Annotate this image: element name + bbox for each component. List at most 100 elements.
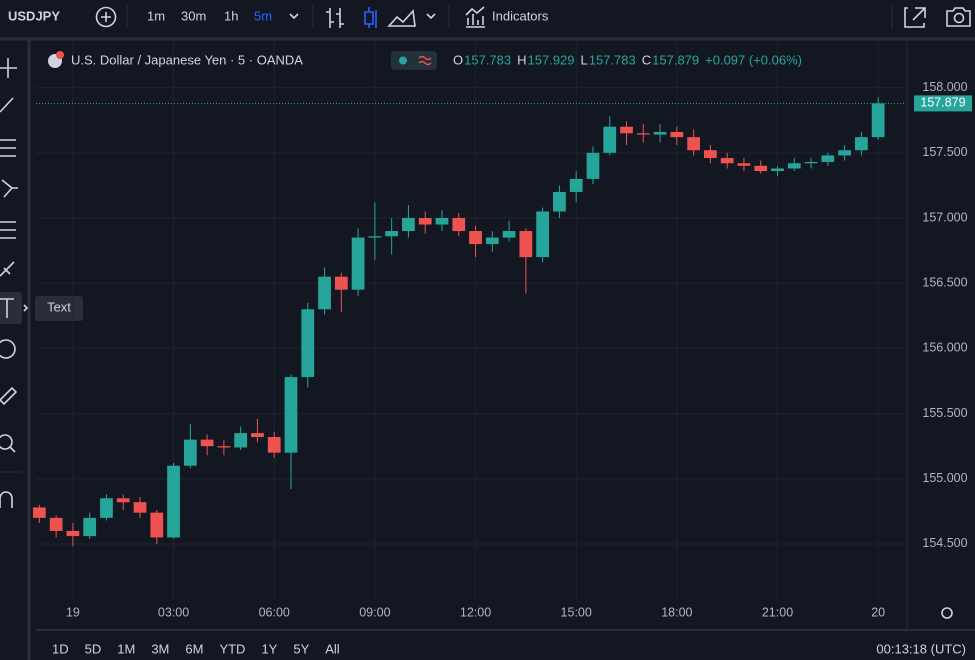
candle-body (737, 163, 751, 166)
candle-body (804, 161, 818, 164)
text-tool[interactable] (0, 298, 14, 318)
clock[interactable]: 00:13:18 (UTC) (876, 641, 966, 656)
publish[interactable] (904, 7, 926, 28)
ohlc-key: H (517, 52, 526, 67)
y-tick-label: 157.000 (922, 210, 967, 224)
zoom-tool[interactable] (0, 434, 13, 450)
range-button[interactable]: 1Y (261, 641, 277, 656)
interval[interactable]: 1m (147, 8, 165, 23)
candle-body (452, 218, 466, 232)
ohlc-value: 157.783 (464, 52, 511, 67)
range-button[interactable]: 1D (52, 641, 69, 656)
last-price-badge (914, 95, 972, 112)
range-button[interactable]: 3M (151, 641, 169, 656)
range-button[interactable]: 1M (117, 641, 135, 656)
candle-body (704, 150, 717, 159)
tooltip-text: Text (47, 299, 71, 314)
x-tick-label: 18:00 (661, 605, 692, 619)
x-tick-label: 21:00 (762, 605, 793, 619)
magnet-tool[interactable] (0, 491, 13, 508)
candle-body (871, 103, 885, 138)
ohlc-key: C (642, 52, 651, 67)
ohlc-value: 157.879 (652, 52, 699, 67)
candle-body (183, 439, 197, 466)
ohlc-value: 157.929 (528, 52, 575, 67)
plot: 154.500 155.000 155.500 156.000 156.500 157.0… (32, 42, 972, 630)
candle-body (435, 218, 449, 225)
status-badge (391, 51, 437, 70)
candle-body (620, 126, 633, 134)
candle-body (301, 309, 315, 378)
candle-body (284, 377, 298, 453)
text-tool-active[interactable] (0, 292, 22, 324)
candle-body (385, 231, 399, 237)
ohlc-key: O (453, 52, 463, 67)
x-tick-label: 03:00 (158, 605, 189, 619)
x-tick-label: 15:00 (561, 605, 592, 619)
symbol[interactable]: USDJPY (8, 8, 60, 23)
bar-style[interactable] (326, 8, 344, 28)
candle-body (83, 517, 97, 537)
crosshair-tool[interactable] (0, 58, 17, 78)
legend: U.S. Dollar / Japanese Yen · 5 · OANDA O… (48, 51, 802, 70)
emoji-tool[interactable] (0, 339, 16, 359)
top-toolbar: USDJPY 1m 30m 1h 5m Indicators (0, 5, 975, 41)
indicators-icon[interactable] (465, 6, 485, 28)
range-button[interactable]: All (325, 641, 340, 656)
candle-body (217, 446, 231, 448)
candle-body (502, 231, 516, 238)
brush-tool[interactable] (0, 261, 15, 277)
candle-body (569, 178, 583, 192)
candle-body (838, 150, 851, 156)
candle-body (66, 530, 80, 537)
candle-body (687, 137, 700, 151)
interval[interactable]: 30m (181, 8, 206, 23)
y-tick-label: 155.500 (922, 406, 967, 420)
trendline-tool[interactable] (0, 97, 14, 113)
left-toolbar: Text (0, 40, 83, 660)
candle-body (418, 218, 432, 225)
indicators[interactable]: Indicators (492, 8, 549, 23)
candle-body (787, 163, 801, 169)
y-tick-label: 156.000 (922, 341, 967, 355)
add-symbol[interactable] (95, 6, 117, 28)
y-tick-label: 158.000 (922, 80, 967, 94)
interval[interactable]: 5m (254, 8, 272, 23)
x-tick-label: 06:00 (259, 605, 290, 619)
projection-tool[interactable] (0, 221, 16, 239)
bottom-toolbar: 1D 5D 1M 3M 6M YTD 1Y 5Y All 00:13:18 (UTC) (36, 607, 975, 656)
symbol-title: U.S. Dollar / Japanese Yen · 5 · OANDA (71, 52, 303, 67)
range-button[interactable]: 5D (85, 641, 102, 656)
candle-body (133, 502, 147, 513)
x-tick-label: 12:00 (460, 605, 491, 619)
candle-body (754, 165, 768, 172)
tooltip (35, 296, 83, 321)
candle-body (855, 137, 868, 151)
dropdown[interactable] (426, 13, 436, 20)
candle-style[interactable] (364, 7, 377, 28)
ohlc-value: 157.783 (589, 52, 636, 67)
candle-body (318, 276, 331, 310)
candle-body (150, 512, 164, 538)
fib-tool[interactable] (0, 139, 16, 157)
candle-body (116, 498, 130, 503)
candle-body (586, 152, 600, 179)
dropdown[interactable] (289, 13, 299, 20)
range-button[interactable]: YTD (219, 641, 245, 656)
snapshot[interactable] (946, 7, 971, 27)
settings[interactable] (941, 607, 953, 619)
candle-body (653, 131, 667, 135)
candle-body (32, 507, 46, 518)
candle-body (720, 158, 734, 164)
change: +0.097 (+0.06%) (705, 52, 802, 67)
measure-tool[interactable] (0, 386, 18, 406)
area-style[interactable] (387, 9, 416, 27)
pattern-tool[interactable] (1, 179, 18, 198)
range-button[interactable]: 5Y (293, 641, 309, 656)
candle-body (334, 276, 348, 290)
candle-body (267, 437, 281, 453)
interval[interactable]: 1h (224, 8, 238, 23)
range-button[interactable]: 6M (185, 641, 203, 656)
x-tick-label: 20 (871, 605, 885, 619)
